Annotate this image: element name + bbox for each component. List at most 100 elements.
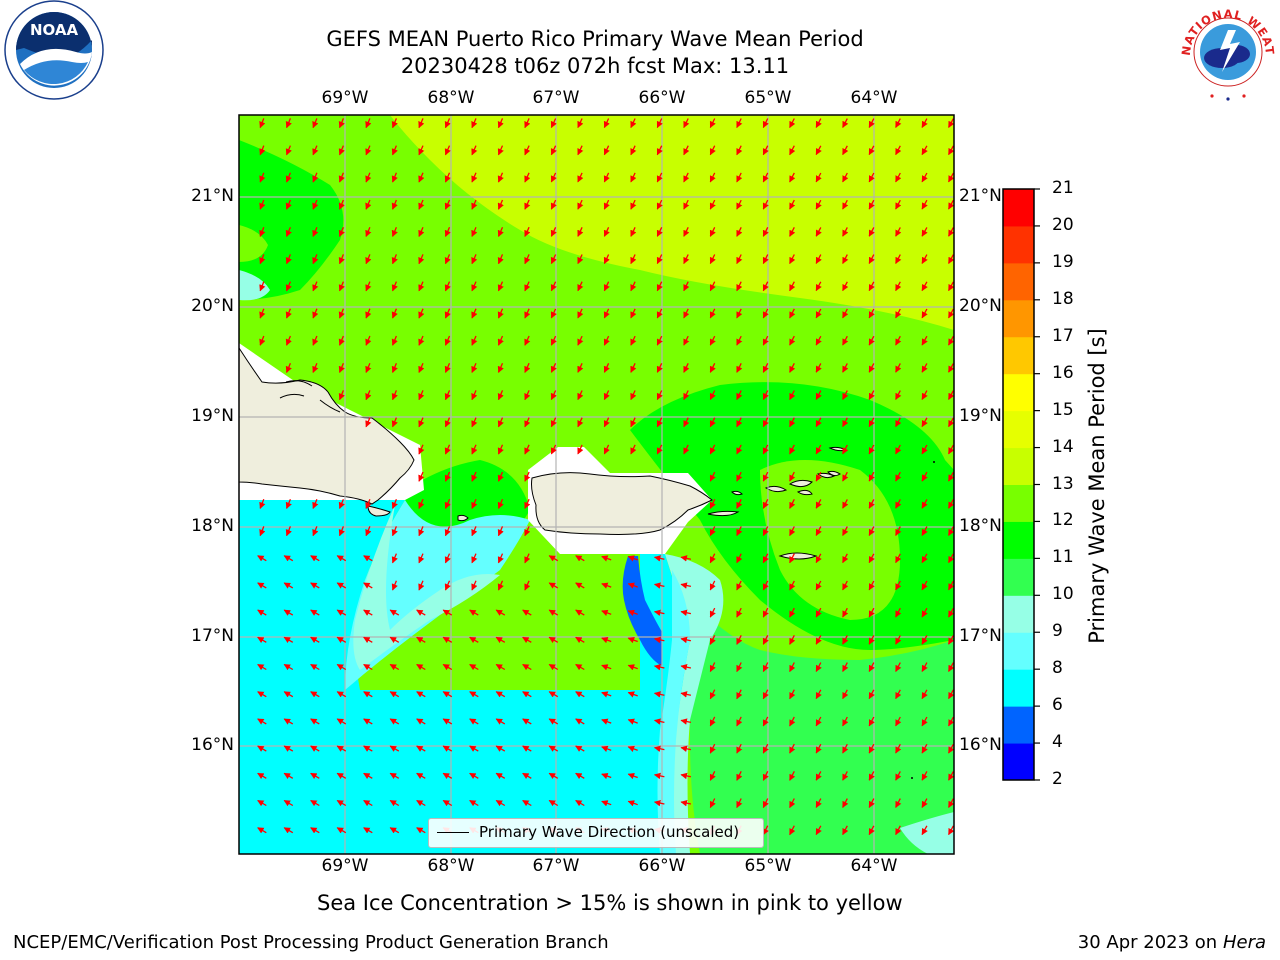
- wave-direction-arrow: [736, 798, 743, 809]
- wave-direction-arrow: [683, 308, 690, 319]
- wave-direction-arrow: [575, 718, 585, 725]
- wave-direction-arrow: [497, 498, 504, 509]
- wave-direction-arrow: [627, 609, 638, 616]
- wave-direction-arrow: [575, 691, 585, 698]
- wave-direction-arrow: [389, 691, 400, 698]
- wave-direction-arrow: [815, 281, 822, 292]
- wave-direction-arrow: [789, 662, 796, 673]
- wave-direction-arrow: [868, 118, 875, 128]
- wave-direction-arrow: [762, 553, 769, 564]
- wave-direction-arrow: [259, 226, 266, 238]
- wave-direction-arrow: [283, 772, 294, 780]
- wave-direction-arrow: [495, 745, 506, 752]
- longitude-label-top: 65°W: [744, 88, 792, 108]
- wave-direction-arrow: [709, 254, 716, 265]
- wave-direction-arrow: [391, 254, 398, 265]
- wave-direction-arrow: [312, 145, 319, 156]
- longitude-label-bottom: 68°W: [427, 856, 475, 876]
- wave-direction-arrow: [656, 417, 663, 428]
- wave-direction-arrow: [709, 281, 716, 292]
- wave-direction-arrow: [444, 526, 451, 537]
- land-mona-island: [457, 514, 469, 522]
- wave-direction-arrow: [656, 199, 663, 210]
- wave-direction-arrow: [285, 145, 292, 156]
- wave-direction-arrow: [336, 555, 347, 562]
- wave-direction-arrow: [471, 335, 478, 346]
- wave-direction-arrow: [524, 281, 531, 292]
- wave-direction-arrow: [921, 825, 928, 836]
- wave-direction-arrow: [736, 390, 743, 401]
- wave-direction-arrow: [524, 553, 531, 564]
- wave-direction-arrow: [603, 281, 610, 292]
- wave-direction-arrow: [895, 716, 902, 727]
- wave-direction-arrow: [895, 607, 902, 618]
- wave-direction-arrow: [471, 390, 478, 401]
- wave-direction-arrow: [577, 363, 584, 373]
- wave-direction-arrow: [497, 444, 504, 455]
- wave-direction-arrow: [895, 145, 902, 156]
- wave-direction-arrow: [391, 580, 398, 591]
- wave-direction-arrow: [789, 254, 796, 265]
- wave-direction-arrow: [444, 553, 451, 564]
- wave-direction-arrow: [442, 636, 453, 644]
- wave-direction-arrow: [630, 227, 637, 237]
- wave-direction-arrow: [416, 772, 426, 780]
- map-plot-area: [239, 115, 954, 854]
- wave-direction-arrow: [338, 281, 345, 292]
- wave-direction-arrow: [842, 825, 849, 836]
- wave-direction-arrow: [948, 417, 954, 428]
- wave-direction-arrow: [416, 663, 426, 671]
- wave-direction-arrow: [577, 281, 584, 292]
- wave-direction-arrow: [363, 827, 373, 834]
- wave-direction-arrow: [653, 582, 665, 589]
- wave-direction-arrow: [469, 718, 479, 725]
- colorbar-segment: [1003, 262, 1034, 301]
- wave-direction-arrow: [391, 417, 398, 428]
- wave-direction-arrow: [762, 716, 769, 727]
- colorbar-segment: [1003, 558, 1034, 596]
- wave-direction-arrow: [601, 609, 612, 616]
- wave-direction-arrow: [921, 363, 928, 373]
- wave-direction-arrow: [789, 771, 796, 781]
- wave-direction-arrow: [653, 636, 665, 644]
- wave-direction-arrow: [312, 498, 319, 510]
- wave-direction-arrow: [709, 635, 716, 645]
- wave-direction-arrow: [842, 798, 849, 808]
- wave-direction-arrow: [895, 281, 902, 292]
- wave-direction-arrow: [815, 499, 822, 509]
- wave-direction-arrow: [336, 799, 347, 807]
- wave-direction-arrow: [522, 799, 532, 807]
- wave-direction-arrow: [762, 145, 769, 156]
- wave-direction-arrow: [868, 771, 875, 781]
- wave-direction-arrow: [471, 444, 478, 455]
- wave-direction-arrow: [815, 172, 822, 183]
- wave-direction-arrow: [603, 145, 610, 156]
- wave-direction-arrow: [497, 417, 504, 428]
- wave-direction-arrow: [630, 390, 637, 401]
- wave-direction-arrow: [336, 827, 347, 834]
- wave-direction-arrow: [709, 526, 716, 537]
- wave-direction-arrow: [868, 499, 875, 509]
- wave-direction-arrow: [789, 499, 796, 509]
- colorbar-tick-label: 18: [1052, 288, 1074, 309]
- wave-direction-arrow: [497, 254, 504, 265]
- wave-direction-arrow: [656, 172, 663, 183]
- wave-direction-arrow: [365, 199, 372, 210]
- wave-direction-arrow: [312, 199, 319, 210]
- wave-direction-arrow: [310, 582, 320, 589]
- legend-text: Primary Wave Direction (unscaled): [479, 823, 740, 841]
- wave-direction-arrow: [653, 772, 665, 780]
- wave-direction-arrow: [548, 609, 559, 616]
- wave-direction-arrow: [338, 362, 345, 374]
- wave-direction-arrow: [895, 335, 902, 346]
- wave-direction-arrow: [736, 607, 743, 618]
- wave-direction-arrow: [921, 118, 928, 128]
- wave-direction-arrow: [444, 172, 451, 183]
- wave-direction-arrow: [789, 335, 796, 346]
- colorbar-segment: [1003, 521, 1034, 559]
- wave-direction-arrow: [522, 609, 532, 616]
- wave-direction-arrow: [444, 335, 451, 346]
- wave-direction-arrow: [789, 118, 796, 129]
- wave-direction-arrow: [469, 745, 479, 752]
- wave-direction-arrow: [815, 580, 822, 591]
